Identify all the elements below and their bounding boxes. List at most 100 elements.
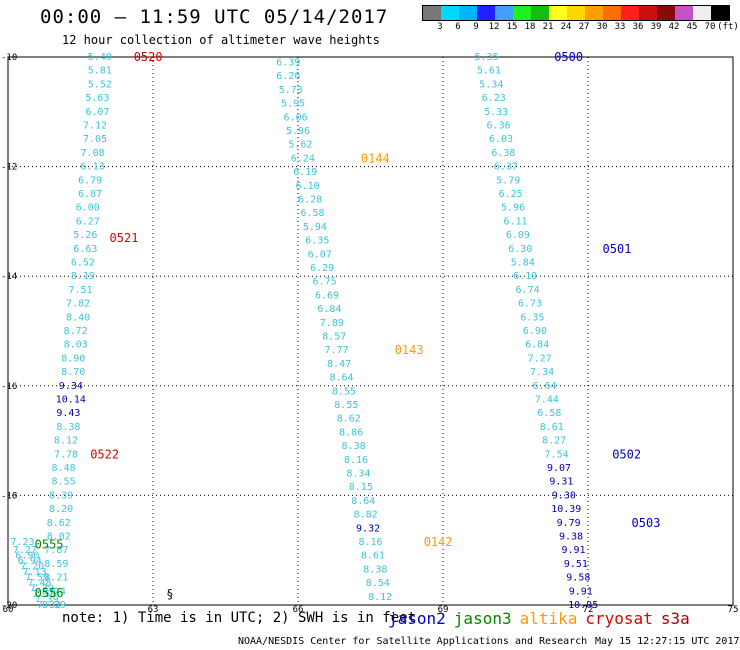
wave-height-value: 5.26 (73, 230, 97, 241)
wave-height-value: 8.38 (56, 422, 80, 433)
color-scale-tick: 21 (542, 22, 554, 32)
wave-height-value: 7.78 (54, 449, 78, 460)
color-scale-tick: 36 (632, 22, 644, 32)
wave-height-value: 5.73 (279, 85, 303, 96)
wave-height-value: 9.79 (557, 518, 581, 529)
wave-height-value: 7.23 (10, 537, 34, 548)
color-scale-tick: 24 (560, 22, 572, 32)
color-swatch (711, 6, 729, 20)
wave-height-value: 6.58 (537, 408, 561, 419)
wave-height-value: 6.90 (523, 326, 547, 337)
wave-height-value: 6.74 (516, 285, 540, 296)
color-scale-tick: 6 (455, 22, 461, 32)
color-swatch (531, 6, 549, 20)
color-scale-tick: 45 (686, 22, 698, 32)
wave-height-value: 6.52 (71, 258, 95, 269)
chart-title: 00:00 — 11:59 UTC 05/14/2017 (40, 6, 389, 28)
wave-height-value: 6.38 (491, 148, 515, 159)
wave-height-value: 8.55 (52, 477, 76, 488)
wave-height-value: 6.11 (503, 216, 527, 227)
wave-height-value: 6.19 (293, 167, 317, 178)
pass-time-label: 0142 (424, 535, 453, 549)
wave-height-value: 6.24 (291, 153, 315, 164)
wave-height-value: 8.70 (61, 367, 85, 378)
wave-height-value: 5.61 (477, 66, 501, 77)
wave-height-value: 8.64 (351, 496, 375, 507)
pass-time-label: 0520 (134, 50, 163, 64)
color-scale-tick: 27 (578, 22, 590, 32)
color-scale-bar (422, 5, 730, 21)
wave-height-value: 8.39 (49, 490, 73, 501)
wave-height-value: 5.34 (479, 79, 503, 90)
wave-height-value: 8.48 (52, 463, 76, 474)
wave-height-value: 7.87 (44, 545, 68, 556)
x-tick-label: 75 (728, 605, 739, 615)
wave-height-value: 7.12 (83, 121, 107, 132)
wave-height-value: 7.32 (37, 600, 61, 611)
wave-height-value: 6.75 (313, 277, 337, 288)
wave-height-value: 9.34 (59, 381, 83, 392)
wave-height-value: 9.32 (356, 523, 380, 534)
wave-height-value: 9.43 (56, 408, 80, 419)
wave-height-value: 10.14 (56, 395, 86, 406)
island-marker: § (166, 587, 173, 601)
y-tick-label: -20 (1, 601, 17, 611)
color-swatch (567, 6, 585, 20)
wave-height-value: 9.38 (559, 532, 583, 543)
wave-height-value: 8.55 (332, 386, 356, 397)
wave-height-value: 8.02 (47, 532, 71, 543)
wave-height-value: 8.54 (366, 578, 390, 589)
wave-height-value: 8.64 (329, 373, 353, 384)
pass-time-label: 0555 (35, 538, 64, 552)
wave-height-value: 6.90 (15, 551, 39, 562)
color-scale-tick: 30 (596, 22, 608, 32)
wave-height-value: 7.51 (68, 285, 92, 296)
color-swatch (603, 6, 621, 20)
wave-height-value: 7.59 (25, 573, 49, 584)
wave-height-value: 5.94 (303, 222, 327, 233)
wave-height-value: 7.89 (320, 318, 344, 329)
wave-height-value: 6.63 (73, 244, 97, 255)
wave-height-value: 6.28 (298, 194, 322, 205)
x-tick-label: 60 (3, 605, 14, 615)
wave-height-value: 5.62 (288, 140, 312, 151)
wave-height-value: 6.35 (305, 236, 329, 247)
color-swatch (477, 6, 495, 20)
pass-time-label: 0521 (110, 231, 139, 245)
pass-time-label: 0500 (554, 50, 583, 64)
color-scale-tick: 15 (506, 22, 518, 32)
wave-height-value: 7.08 (81, 148, 105, 159)
color-swatch (495, 6, 513, 20)
wave-height-value: 6.00 (76, 203, 100, 214)
wave-height-value: 8.62 (47, 518, 71, 529)
mission-legend: jason2 jason3 altika cryosat s3a (388, 609, 698, 628)
mission-legend-entry: jason3 (453, 609, 512, 628)
chart-subtitle: 12 hour collection of altimeter wave hei… (62, 33, 380, 47)
wave-height-value: 6.19 (513, 271, 537, 282)
wave-height-value: 5.79 (496, 175, 520, 186)
wave-height-value: 6.39 (276, 57, 300, 68)
wave-height-value: 6.09 (506, 230, 530, 241)
y-tick-label: -18 (1, 491, 17, 501)
wave-height-value: 8.24 (42, 586, 66, 597)
wave-height-value: 9.07 (547, 463, 571, 474)
wave-height-value: 8.86 (339, 427, 363, 438)
color-swatch (675, 6, 693, 20)
wave-height-value: 7.20 (20, 562, 44, 573)
credit-line: NOAA/NESDIS Center for Satellite Applica… (238, 636, 588, 647)
wave-height-value: 8.15 (349, 482, 373, 493)
wave-height-value: 6.03 (489, 134, 513, 145)
pass-time-label: 0144 (361, 151, 390, 165)
color-swatch (441, 6, 459, 20)
plot-frame (7, 56, 734, 606)
wave-height-value: 8.20 (49, 504, 73, 515)
wave-height-value: 8.38 (363, 564, 387, 575)
wave-height-value: 9.91 (561, 545, 585, 556)
wave-height-value: 6.29 (310, 263, 334, 274)
wave-height-value: 8.90 (61, 353, 85, 364)
color-scale-tick: 12 (488, 22, 500, 32)
wave-height-value: 5.96 (501, 203, 525, 214)
y-tick-label: -12 (1, 163, 17, 173)
wave-height-value: 5.33 (484, 107, 508, 118)
